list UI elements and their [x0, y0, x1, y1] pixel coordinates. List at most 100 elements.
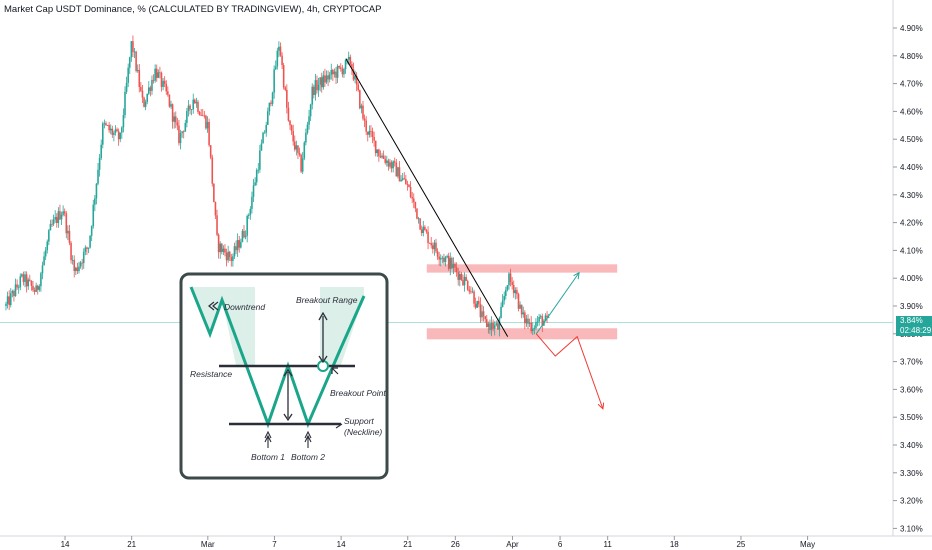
candle-body — [109, 128, 112, 131]
candle-body — [286, 89, 288, 108]
candle-body — [267, 111, 269, 125]
candle-body — [62, 211, 64, 215]
candle-body — [300, 154, 302, 172]
candle-body — [168, 94, 171, 107]
candle-body — [154, 68, 156, 81]
candle-body — [289, 120, 291, 126]
candle-body — [406, 184, 409, 186]
candle-body — [444, 257, 447, 262]
candle-body — [390, 162, 393, 169]
candle-body — [24, 274, 26, 282]
x-tick-label: 7 — [272, 540, 277, 549]
x-tick-label: 14 — [337, 540, 346, 549]
candle-body — [49, 223, 52, 231]
candle-body — [209, 145, 212, 158]
candle-body — [374, 140, 377, 154]
candle-body — [138, 69, 141, 87]
candle-body — [259, 150, 261, 170]
candle-body — [462, 279, 464, 286]
candle-body — [125, 82, 128, 92]
support-zone — [426, 328, 618, 340]
candle-body — [362, 105, 364, 119]
candle-body — [427, 231, 429, 243]
candle-body — [86, 247, 88, 249]
candle-body — [214, 202, 217, 216]
candle-body — [43, 256, 45, 266]
candle-body — [146, 93, 149, 102]
candle-body — [233, 246, 236, 257]
resistance-zone — [426, 264, 618, 273]
candle-body — [489, 323, 491, 330]
candle-body — [313, 86, 315, 95]
candle-body — [425, 230, 428, 232]
candle-body — [105, 123, 107, 126]
candle-body — [270, 102, 272, 104]
x-tick-label: 6 — [558, 540, 563, 549]
candle-body — [432, 245, 434, 250]
double-bottom-diagram: Downtrend Breakout Range Resistance Breakou… — [179, 272, 389, 480]
label-breakout-range: Breakout Range — [296, 295, 358, 305]
candle-body — [373, 136, 375, 141]
candle-body — [11, 291, 14, 294]
candle-body — [63, 211, 66, 214]
candle-body — [32, 285, 34, 291]
candle-body — [51, 223, 53, 225]
candle-body — [238, 240, 241, 248]
support-pointer — [335, 423, 343, 429]
candle-body — [441, 257, 444, 259]
candle-body — [247, 214, 250, 216]
candle-body — [268, 102, 271, 112]
candle-body — [539, 316, 542, 318]
x-tick-label: 18 — [670, 540, 679, 549]
candle-body — [103, 123, 106, 124]
candle-body — [13, 291, 15, 297]
candle-body — [60, 214, 63, 220]
candle-body — [522, 312, 525, 315]
drawings — [345, 58, 603, 409]
candle-body — [352, 69, 355, 80]
candle-body — [443, 257, 445, 262]
candle-body — [6, 296, 9, 304]
candle-body — [454, 263, 456, 268]
candle-body — [187, 105, 190, 112]
candle-body — [100, 144, 102, 159]
candle-body — [255, 170, 258, 183]
candle-body — [181, 131, 183, 134]
candle-body — [363, 118, 366, 121]
x-tick-label: 21 — [403, 540, 412, 549]
candles — [5, 35, 550, 337]
candle-body — [124, 91, 126, 116]
candle-body — [333, 71, 336, 75]
candle-body — [319, 77, 321, 85]
candle-body — [178, 125, 180, 144]
candle-body — [190, 109, 193, 111]
candle-body — [405, 179, 407, 185]
candle-body — [482, 311, 485, 317]
y-tick-label: 3.30% — [900, 469, 923, 478]
bottom1-arrow-icon — [264, 430, 272, 448]
candle-body — [251, 196, 253, 209]
candle-body — [36, 285, 39, 290]
candle-body — [530, 322, 532, 332]
candle-body — [73, 259, 76, 272]
candle-body — [481, 311, 483, 318]
candle-body — [452, 263, 455, 269]
candle-body — [306, 124, 309, 133]
candle-body — [78, 266, 80, 272]
y-tick-label: 3.70% — [900, 358, 923, 367]
candle-body — [179, 133, 182, 144]
candle-body — [471, 291, 474, 293]
candle-body — [22, 274, 25, 282]
candle-body — [536, 321, 539, 323]
candle-body — [198, 111, 201, 115]
candle-body — [338, 65, 340, 68]
candle-body — [479, 304, 482, 318]
candle-body — [328, 74, 331, 80]
candle-body — [517, 294, 520, 309]
candle-body — [455, 267, 458, 273]
candle-body — [470, 291, 472, 293]
candle-body — [44, 250, 47, 257]
candle-body — [357, 84, 360, 91]
candle-body — [446, 255, 448, 258]
